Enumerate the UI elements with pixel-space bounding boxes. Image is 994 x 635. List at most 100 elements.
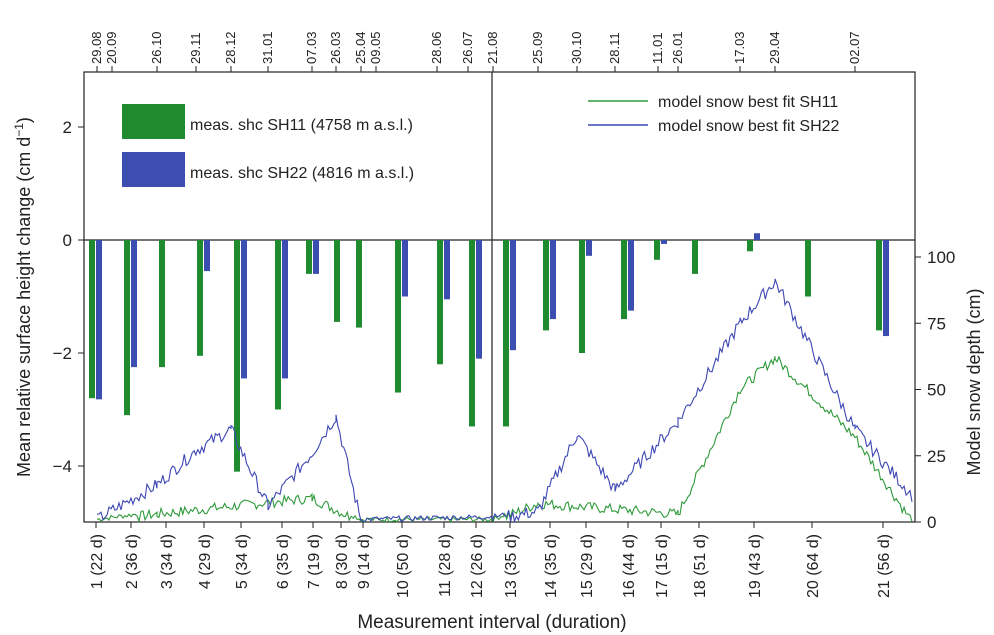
top-date-label: 17.03: [732, 31, 747, 64]
top-date-label: 09.05: [368, 31, 383, 64]
bar-sh22: [402, 240, 408, 297]
right-tick-label: 0: [927, 513, 936, 532]
legend-swatch-sh11: [122, 104, 185, 139]
category-label: 16 (44 d): [621, 534, 638, 598]
top-date-label: 26.03: [328, 31, 343, 64]
legend-left: meas. shc SH11 (4758 m a.s.l.) meas. shc…: [122, 104, 414, 187]
bar-sh22: [313, 240, 319, 274]
bar-sh11: [876, 240, 882, 331]
bar-sh11: [89, 240, 95, 399]
right-axis-title: Model snow depth (cm): [964, 288, 984, 475]
bar-sh11: [395, 240, 401, 393]
left-tick-label: −2: [53, 344, 72, 363]
bar-series: [89, 233, 889, 472]
category-label: 3 (34 d): [159, 534, 176, 589]
bar-sh22: [754, 233, 760, 240]
top-date-label: 02.07: [847, 31, 862, 64]
category-label: 11 (28 d): [437, 534, 454, 597]
bar-sh22: [241, 240, 247, 379]
line-series: [96, 278, 913, 524]
bar-sh22: [282, 240, 288, 379]
bar-sh22: [510, 240, 516, 351]
top-date-label: 28.06: [429, 31, 444, 64]
top-date-label: 30.10: [569, 31, 584, 64]
category-label: 10 (50 d): [395, 534, 412, 598]
category-label: 4 (29 d): [197, 534, 214, 589]
right-tick-label: 25: [927, 447, 946, 466]
bar-sh22: [883, 240, 889, 337]
plot-border: [83, 71, 916, 523]
left-tick-label: 0: [63, 231, 72, 250]
top-date-label: 29.08: [89, 31, 104, 64]
bar-sh11: [503, 240, 509, 427]
bar-sh22: [96, 240, 102, 400]
top-date-label: 28.11: [607, 32, 622, 64]
legend-label-sh11: meas. shc SH11 (4758 m a.s.l.): [190, 117, 413, 134]
category-label: 14 (35 d): [543, 534, 560, 598]
category-label: 7 (19 d): [306, 534, 323, 589]
legend-line-label-sh22: model snow best fit SH22: [658, 118, 840, 135]
category-label: 21 (56 d): [876, 534, 893, 598]
left-tick-label: 2: [63, 118, 72, 137]
bar-sh11: [197, 240, 203, 356]
left-axis-title: Mean relative surface height change (cm …: [12, 117, 34, 477]
category-label: 19 (43 d): [747, 534, 764, 598]
category-label: 18 (51 d): [692, 534, 709, 598]
line-sh22: [96, 278, 913, 524]
top-date-label: 26.07: [460, 31, 475, 64]
x-axis-title: Measurement interval (duration): [357, 612, 626, 633]
bar-sh11: [234, 240, 240, 472]
top-date-label: 25.09: [530, 31, 545, 64]
top-date-label: 26.10: [149, 31, 164, 64]
category-label: 15 (29 d): [579, 534, 596, 598]
plot-frame: [83, 71, 916, 523]
bar-sh22: [550, 240, 556, 320]
bar-sh22: [444, 240, 450, 300]
top-date-label: 21.08: [485, 31, 500, 64]
bar-sh11: [437, 240, 443, 365]
right-tick-label: 100: [927, 248, 955, 267]
category-label: 20 (64 d): [805, 534, 822, 598]
bar-sh11: [124, 240, 130, 416]
top-date-label: 31.01: [260, 31, 275, 64]
category-label: 6 (35 d): [275, 534, 292, 589]
category-label: 17 (15 d): [654, 534, 671, 598]
top-date-label: 28.12: [223, 31, 238, 64]
bar-sh11: [356, 240, 362, 328]
bar-sh11: [334, 240, 340, 322]
category-label: 1 (22 d): [89, 534, 106, 589]
top-date-label: 29.11: [188, 32, 203, 64]
bar-sh11: [805, 240, 811, 297]
top-date-label: 29.04: [767, 31, 782, 64]
bar-sh22: [661, 240, 667, 244]
bar-sh11: [747, 240, 753, 252]
category-label: 13 (35 d): [503, 534, 520, 598]
top-date-axis: 29.08 20.09 26.10 29.11 28.12 31.01 07.03 26.03…: [89, 31, 862, 72]
legend-label-sh22: meas. shc SH22 (4816 m a.s.l.): [190, 165, 414, 182]
bar-sh11: [469, 240, 475, 427]
right-tick-label: 50: [927, 381, 946, 400]
bar-sh11: [579, 240, 585, 353]
legend-swatch-sh22: [122, 152, 185, 187]
left-axis: 2 0 −2 −4: [53, 118, 84, 476]
bar-sh11: [159, 240, 165, 368]
bar-sh11: [654, 240, 660, 260]
bar-sh11: [692, 240, 698, 274]
top-date-label: 20.09: [104, 31, 119, 64]
bar-sh22: [204, 240, 210, 272]
bar-sh22: [586, 240, 592, 256]
top-date-label: 26.01: [670, 31, 685, 64]
bar-sh22: [628, 240, 634, 311]
legend-line-label-sh11: model snow best fit SH11: [658, 94, 838, 111]
right-tick-label: 75: [927, 314, 946, 333]
right-axis: 0 25 50 75 100: [915, 248, 955, 532]
bottom-category-axis: 1 (22 d) 2 (36 d) 3 (34 d) 4 (29 d) 5 (34 d)…: [89, 522, 893, 598]
top-date-label: 25.04: [353, 31, 368, 64]
category-label: 12 (26 d): [469, 534, 486, 598]
legend-right: model snow best fit SH11 model snow best…: [588, 94, 840, 135]
top-date-label: 11.01: [650, 32, 665, 64]
bar-sh11: [621, 240, 627, 320]
category-label: 8 (30 d): [334, 534, 351, 589]
bar-sh22: [131, 240, 137, 368]
bar-sh11: [306, 240, 312, 274]
